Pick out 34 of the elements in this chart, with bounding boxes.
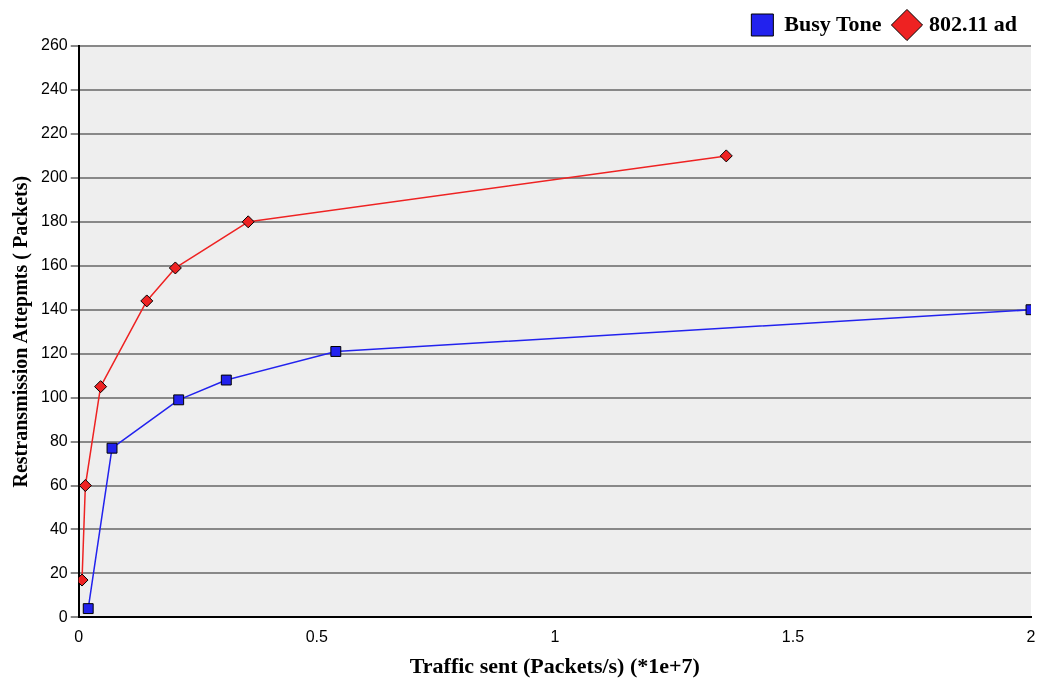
y-tick-label: 240 xyxy=(40,80,68,98)
y-tick-label: 140 xyxy=(40,300,68,318)
point xyxy=(330,346,342,357)
point xyxy=(78,479,92,493)
y-tick-label: 0 xyxy=(58,607,68,625)
y-tick-label: 260 xyxy=(40,36,68,54)
point xyxy=(140,294,154,308)
x-tick-label: 1.5 xyxy=(781,628,805,646)
x-tick-label: 1 xyxy=(550,628,560,646)
point xyxy=(173,394,185,406)
x-tick-label: 0 xyxy=(74,628,84,646)
y-axis-title: Restransmission Attepmts ( Packets) xyxy=(9,175,33,488)
point xyxy=(82,603,94,615)
legend-label: Busy Tone xyxy=(784,10,882,36)
point xyxy=(168,261,182,275)
x-tick-label: 0.5 xyxy=(305,628,328,646)
point xyxy=(241,215,255,229)
y-tick-label: 60 xyxy=(49,475,68,493)
y-tick-label: 200 xyxy=(40,168,68,186)
y-tick-label: 100 xyxy=(40,388,68,406)
y-tick-label: 220 xyxy=(40,124,68,142)
y-tick-label: 80 xyxy=(49,431,68,449)
point xyxy=(94,380,108,394)
y-tick-label: 40 xyxy=(49,519,68,537)
point xyxy=(220,374,232,386)
y-tick-label: 160 xyxy=(40,256,68,274)
legend-label: 802.11 ad xyxy=(928,10,1018,36)
y-tick-label: 20 xyxy=(49,563,68,581)
y-tick-label: 120 xyxy=(40,344,68,362)
y-tick-label: 180 xyxy=(40,212,68,230)
point xyxy=(106,442,118,454)
x-axis-title: Traffic sent (Packets/s) (*1e+7) xyxy=(409,653,700,679)
point xyxy=(719,149,733,163)
x-tick-label: 2 xyxy=(1026,628,1036,646)
